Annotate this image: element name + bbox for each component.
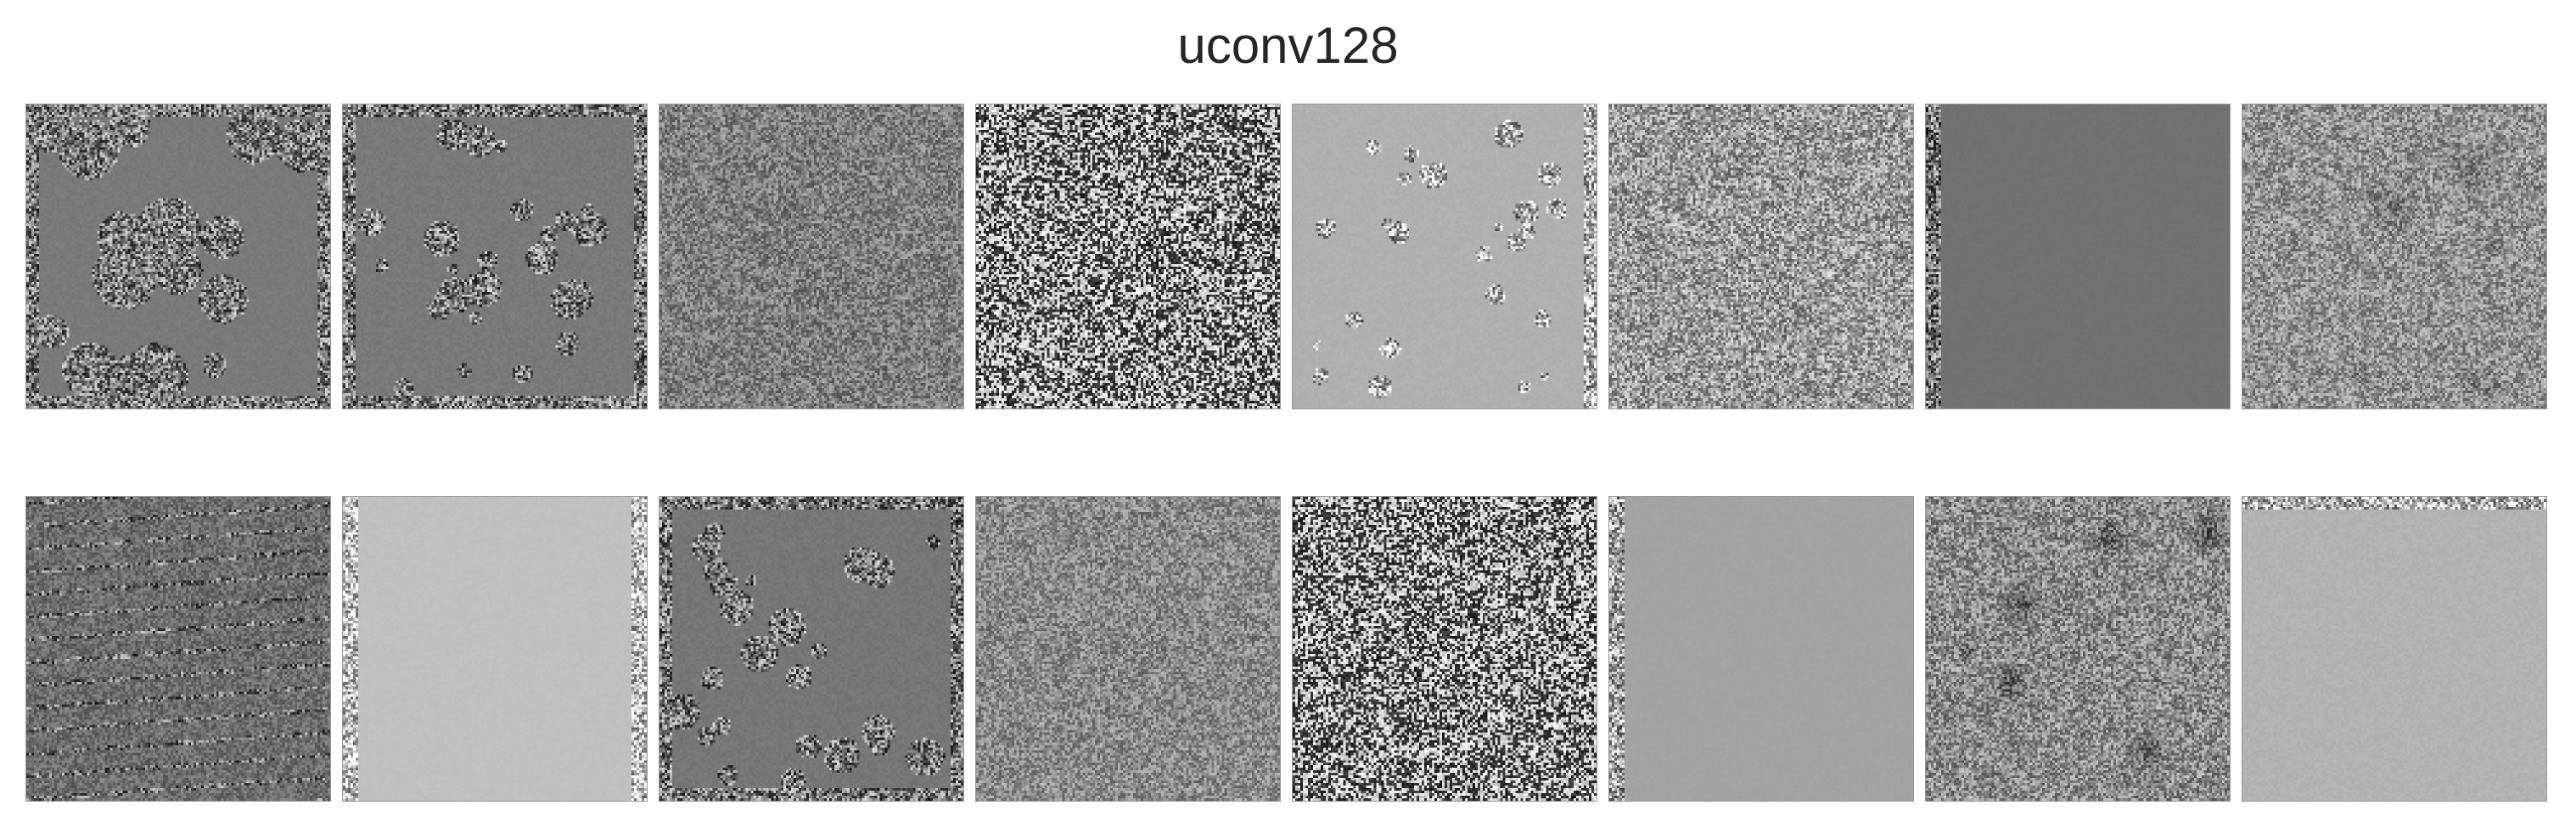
feature-map-panel (1608, 496, 1914, 802)
feature-map-panel (2242, 104, 2547, 409)
feature-map-panel (975, 496, 1281, 802)
feature-map-panel (1925, 104, 2231, 409)
feature-map-panel (25, 496, 331, 802)
feature-map-panel (1925, 496, 2231, 802)
feature-map-panel (659, 104, 964, 409)
feature-map-panel (342, 104, 648, 409)
feature-map-panel (1292, 104, 1597, 409)
feature-map-panel (975, 104, 1281, 409)
feature-map-panel (1608, 104, 1914, 409)
feature-map-panel (2242, 496, 2547, 802)
feature-map-panel (1292, 496, 1597, 802)
feature-map-panel (659, 496, 964, 802)
feature-map-panel (25, 104, 331, 409)
figure-title: uconv128 (1177, 17, 1399, 74)
feature-map-panel (342, 496, 648, 802)
